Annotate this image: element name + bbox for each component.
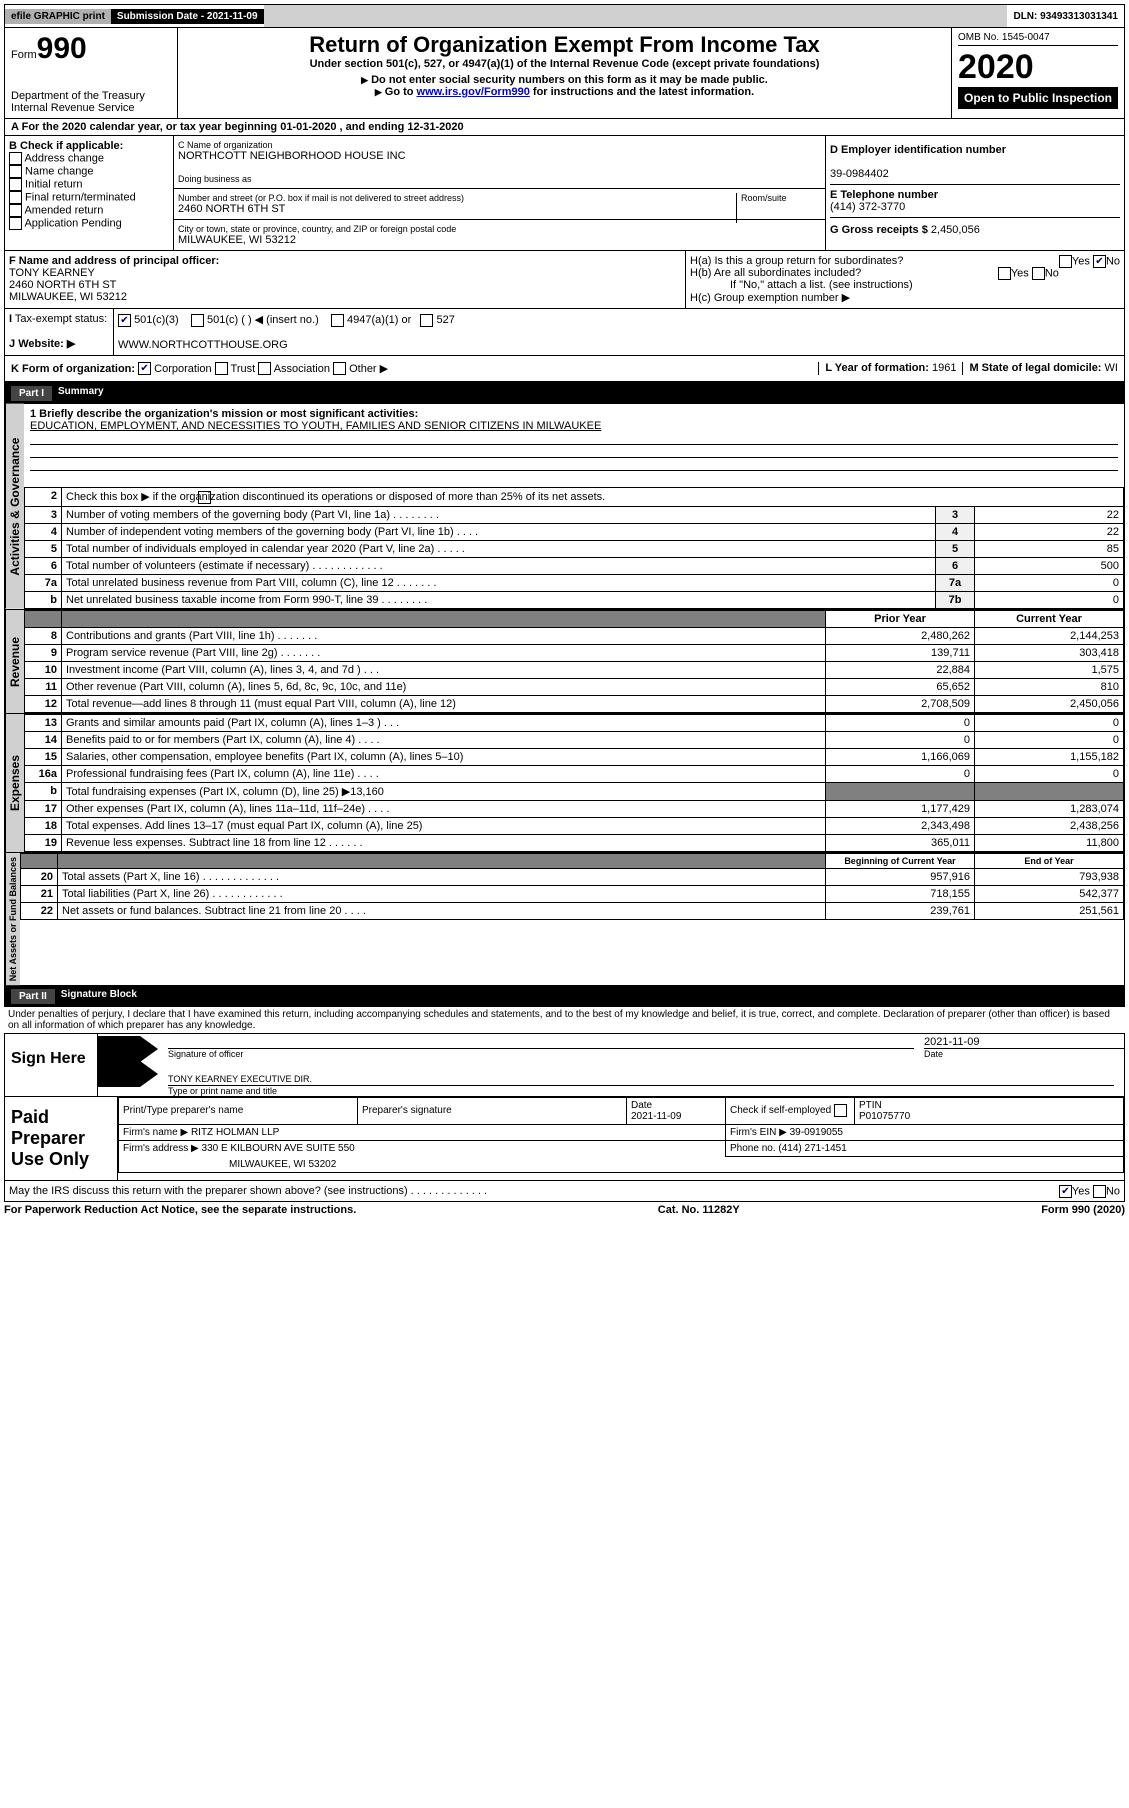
sign-here: Sign Here	[5, 1034, 98, 1096]
phone: (414) 372-3770	[830, 201, 905, 213]
signature-block: Sign Here Signature of officer 2021-11-0…	[4, 1033, 1125, 1202]
side-governance: Activities & Governance	[5, 404, 24, 609]
ha-no[interactable]	[1093, 255, 1106, 268]
penalty-text: Under penalties of perjury, I declare th…	[4, 1007, 1125, 1033]
checkbox-item: Amended return	[9, 204, 169, 217]
block-bcdefg: B Check if applicable: Address change Na…	[4, 136, 1125, 251]
submission-date: Submission Date - 2021-11-09	[111, 9, 264, 24]
part1-header: Part I Summary	[4, 383, 1125, 404]
paid-preparer: Paid Preparer Use Only	[5, 1097, 118, 1180]
irs-no[interactable]	[1093, 1185, 1106, 1198]
form-number: 990	[37, 32, 87, 65]
side-expenses: Expenses	[5, 714, 24, 852]
checkbox-item: Initial return	[9, 178, 169, 191]
gross-receipts: 2,450,056	[931, 224, 980, 236]
form-label: Form	[11, 49, 37, 61]
org-address: 2460 NORTH 6TH ST	[178, 203, 821, 215]
goto-suffix: for instructions and the latest informat…	[530, 86, 754, 98]
row-k: K Form of organization: Corporation Trus…	[4, 356, 1125, 384]
efile-label: efile GRAPHIC print	[5, 9, 111, 24]
org-name: NORTHCOTT NEIGHBORHOOD HOUSE INC	[178, 150, 821, 162]
dept: Department of the Treasury Internal Reve…	[11, 90, 171, 114]
footer: For Paperwork Reduction Act Notice, see …	[4, 1202, 1125, 1218]
checkbox-item: Final return/terminated	[9, 191, 169, 204]
topbar-spacer	[264, 5, 1008, 27]
mission: EDUCATION, EMPLOYMENT, AND NECESSITIES T…	[30, 420, 601, 432]
hb-no[interactable]	[1032, 267, 1045, 280]
arrow-icon	[98, 1036, 158, 1062]
open-inspection: Open to Public Inspection	[958, 87, 1118, 109]
hb-yes[interactable]	[998, 267, 1011, 280]
form-subtitle: Under section 501(c), 527, or 4947(a)(1)…	[182, 58, 947, 70]
goto-prefix: Go to	[375, 86, 417, 98]
501c3-check[interactable]	[118, 314, 131, 327]
top-bar: efile GRAPHIC print Submission Date - 20…	[4, 4, 1125, 28]
box-c: C Name of organization NORTHCOTT NEIGHBO…	[174, 136, 826, 250]
irs-yes[interactable]	[1059, 1185, 1072, 1198]
form-title: Return of Organization Exempt From Incom…	[182, 32, 947, 58]
row-fh: F Name and address of principal officer:…	[4, 251, 1125, 309]
box-deg: D Employer identification number 39-0984…	[826, 136, 1124, 250]
org-city: MILWAUKEE, WI 53212	[178, 234, 821, 246]
box-b: B Check if applicable: Address change Na…	[5, 136, 174, 250]
omb: OMB No. 1545-0047	[958, 32, 1118, 46]
checkbox-item: Address change	[9, 152, 169, 165]
dln: DLN: 93493313031341	[1007, 9, 1124, 24]
ha-yes[interactable]	[1059, 255, 1072, 268]
checkbox-item: Name change	[9, 165, 169, 178]
period-row: A For the 2020 calendar year, or tax yea…	[4, 119, 1125, 136]
checkbox-item: Application Pending	[9, 217, 169, 230]
website: WWW.NORTHCOTTHOUSE.ORG	[118, 339, 288, 351]
part2-header: Part II Signature Block	[4, 986, 1125, 1007]
row-tax-website: I Tax-exempt status: J Website: ▶ 501(c)…	[4, 309, 1125, 356]
side-revenue: Revenue	[5, 610, 24, 713]
irs-link[interactable]: www.irs.gov/Form990	[417, 86, 530, 98]
note-ssn: Do not enter social security numbers on …	[182, 74, 947, 86]
ein: 39-0984402	[830, 168, 889, 180]
tax-year: 2020	[958, 48, 1118, 87]
side-net: Net Assets or Fund Balances	[5, 853, 20, 985]
arrow-icon	[98, 1061, 158, 1087]
form-header: Form990 Department of the Treasury Inter…	[4, 28, 1125, 119]
